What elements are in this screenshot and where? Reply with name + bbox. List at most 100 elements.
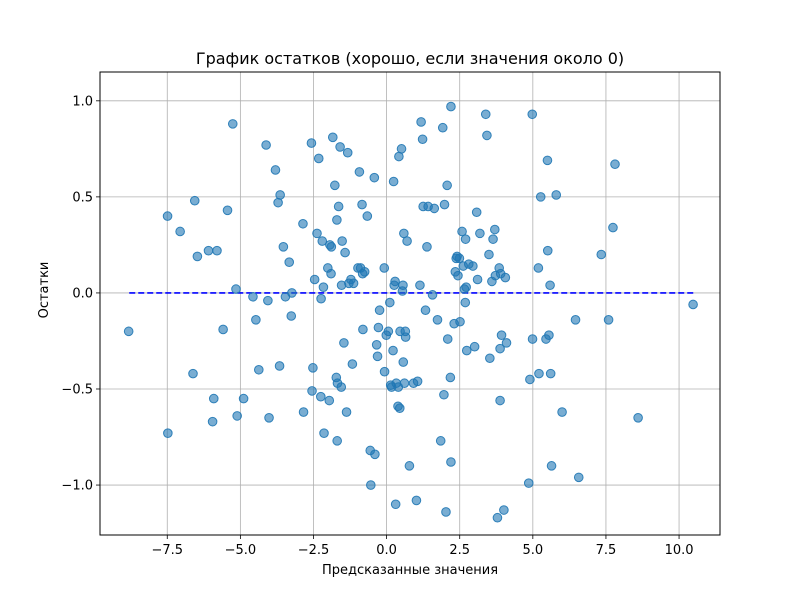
residual-point bbox=[432, 315, 443, 325]
residual-point bbox=[383, 326, 394, 337]
chart-title: График остатков (хорошо, если значения о… bbox=[196, 49, 624, 68]
residual-point bbox=[523, 478, 534, 488]
residual-point bbox=[379, 366, 390, 377]
data-points bbox=[123, 101, 698, 523]
plot-area-frame bbox=[99, 71, 721, 536]
residual-point bbox=[420, 305, 431, 316]
residual-point bbox=[326, 268, 336, 279]
residual-point bbox=[369, 172, 380, 183]
residual-point bbox=[454, 253, 465, 264]
residual-point bbox=[435, 436, 446, 446]
y-axis-label: Остатки bbox=[37, 262, 52, 319]
residual-point bbox=[457, 226, 467, 237]
residual-point bbox=[317, 236, 328, 246]
residual-point bbox=[390, 276, 400, 287]
residual-point bbox=[475, 228, 485, 239]
residual-point bbox=[275, 190, 285, 200]
residual-point bbox=[545, 368, 556, 379]
residual-point bbox=[189, 195, 200, 206]
residual-point bbox=[437, 122, 448, 133]
residual-point bbox=[232, 411, 242, 421]
y-axis-ticks: −1.0 −0.5 0.0 0.5 1.0 bbox=[61, 94, 100, 494]
residual-point bbox=[471, 207, 482, 218]
residual-point bbox=[411, 495, 422, 506]
residual-point bbox=[263, 295, 273, 306]
residual-point bbox=[385, 297, 395, 308]
residual-point bbox=[500, 272, 511, 283]
residual-point bbox=[608, 222, 618, 233]
residual-point bbox=[455, 316, 465, 327]
residual-point bbox=[488, 234, 498, 244]
residual-point bbox=[286, 311, 297, 321]
residual-point bbox=[416, 117, 426, 127]
residual-point bbox=[313, 153, 324, 164]
residual-point bbox=[248, 291, 258, 302]
residual-point bbox=[370, 449, 380, 460]
residual-point bbox=[610, 159, 620, 170]
residual-point bbox=[404, 461, 415, 471]
residual-point bbox=[501, 338, 512, 348]
x-tick-label: 5.0 bbox=[522, 543, 543, 558]
residual-point bbox=[499, 505, 509, 515]
residual-point bbox=[573, 472, 584, 483]
residual-point bbox=[546, 461, 557, 471]
residual-point bbox=[357, 199, 367, 210]
residual-point bbox=[212, 245, 222, 256]
residual-point bbox=[396, 144, 407, 154]
x-tick-label: −7.5 bbox=[151, 543, 183, 558]
residual-point bbox=[227, 119, 238, 129]
residual-point bbox=[324, 395, 335, 406]
residual-point bbox=[238, 393, 249, 404]
residual-point bbox=[495, 343, 505, 354]
residual-point bbox=[336, 382, 347, 392]
residual-point bbox=[326, 242, 337, 252]
residual-point bbox=[342, 147, 353, 158]
residual-point bbox=[468, 261, 478, 271]
residual-point bbox=[335, 142, 345, 152]
residual-point bbox=[445, 372, 456, 383]
residual-point bbox=[372, 351, 383, 362]
residual-point bbox=[442, 334, 453, 344]
residual-point bbox=[633, 413, 643, 423]
residual-point bbox=[461, 282, 471, 292]
residual-point bbox=[400, 332, 411, 342]
residual-point bbox=[253, 364, 264, 375]
residual-point bbox=[480, 109, 491, 120]
residual-point bbox=[261, 140, 271, 150]
x-axis-ticks: −7.5 −5.0 −2.5 0.0 2.5 5.0 7.5 10.0 bbox=[151, 535, 694, 558]
y-tick-label: 0.5 bbox=[72, 190, 93, 205]
residual-point bbox=[307, 386, 317, 396]
residual-point bbox=[427, 290, 438, 300]
residual-point bbox=[298, 407, 309, 417]
residual-point bbox=[527, 109, 538, 120]
residual-point bbox=[388, 345, 398, 356]
residual-point bbox=[330, 180, 340, 191]
residual-point bbox=[284, 257, 295, 268]
residual-point bbox=[358, 324, 368, 335]
x-tick-label: 7.5 bbox=[596, 543, 617, 558]
residual-point bbox=[162, 211, 173, 221]
x-tick-label: 10.0 bbox=[665, 543, 694, 558]
residual-point bbox=[359, 267, 370, 277]
y-tick-label: 0.0 bbox=[72, 286, 93, 301]
residual-point bbox=[390, 499, 401, 510]
residual-point bbox=[399, 378, 410, 389]
residual-point bbox=[298, 218, 308, 229]
residual-point bbox=[388, 176, 399, 187]
x-tick-label: −2.5 bbox=[298, 543, 330, 558]
residual-point bbox=[534, 368, 544, 379]
residual-point bbox=[542, 155, 553, 166]
x-tick-label: 0.0 bbox=[376, 543, 397, 558]
residual-point bbox=[496, 330, 507, 341]
residual-point bbox=[251, 315, 261, 325]
residual-point bbox=[482, 130, 492, 141]
residual-point bbox=[525, 374, 535, 385]
residual-point bbox=[485, 353, 495, 364]
residual-point bbox=[545, 280, 555, 291]
residual-point bbox=[570, 315, 581, 325]
x-tick-label: 2.5 bbox=[449, 543, 470, 558]
residual-point bbox=[442, 180, 452, 191]
residual-point bbox=[542, 245, 553, 256]
residual-point bbox=[374, 305, 385, 316]
